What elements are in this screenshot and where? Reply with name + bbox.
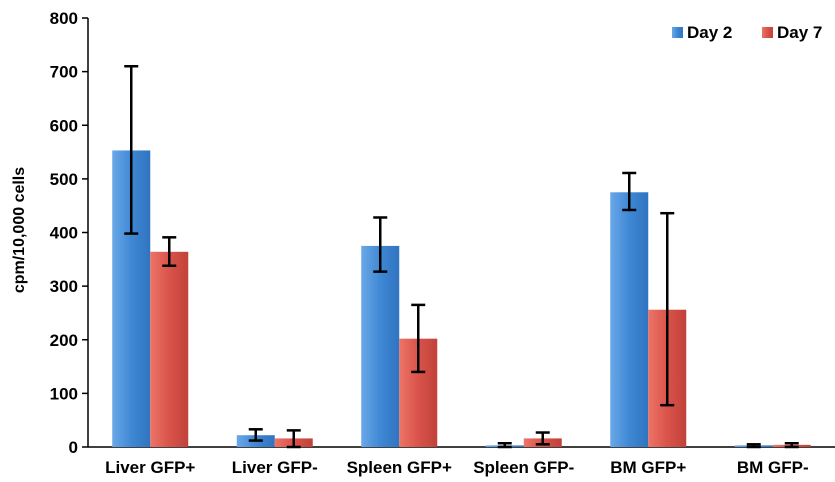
- legend-swatch-day-7: [762, 27, 773, 38]
- x-tick-label: BM GFP+: [610, 458, 686, 477]
- y-tick-label: 100: [50, 384, 78, 403]
- x-tick-label: Spleen GFP+: [347, 458, 452, 477]
- y-axis-title: cpm/10,000 cells: [11, 167, 28, 293]
- legend-swatch-day-2: [672, 27, 683, 38]
- y-tick-label: 500: [50, 170, 78, 189]
- x-axis: Liver GFP+ Liver GFP- Spleen GFP+ Spleen GF…: [88, 446, 835, 477]
- bar-day-2: [361, 245, 400, 447]
- y-tick-label: 300: [50, 277, 78, 296]
- bars: [112, 150, 811, 448]
- bar-day-7: [150, 251, 189, 447]
- x-tick-label: Liver GFP+: [105, 458, 195, 477]
- legend-label-day-2: Day 2: [687, 23, 732, 42]
- y-tick-label: 200: [50, 331, 78, 350]
- x-tick-label: Spleen GFP-: [473, 458, 574, 477]
- x-tick-label: BM GFP-: [737, 458, 809, 477]
- legend-label-day-7: Day 7: [777, 23, 822, 42]
- y-tick-label: 400: [50, 224, 78, 243]
- y-tick-label: 0: [69, 438, 78, 457]
- y-tick-label: 700: [50, 63, 78, 82]
- x-tick-label: Liver GFP-: [232, 458, 318, 477]
- y-tick-label: 800: [50, 9, 78, 28]
- bar-day-2: [610, 192, 649, 447]
- legend: Day 2 Day 7: [672, 23, 822, 42]
- y-axis: 0 100 200 300 400 500 600 700 800: [50, 9, 89, 457]
- y-tick-label: 600: [50, 116, 78, 135]
- error-bars: [124, 65, 799, 449]
